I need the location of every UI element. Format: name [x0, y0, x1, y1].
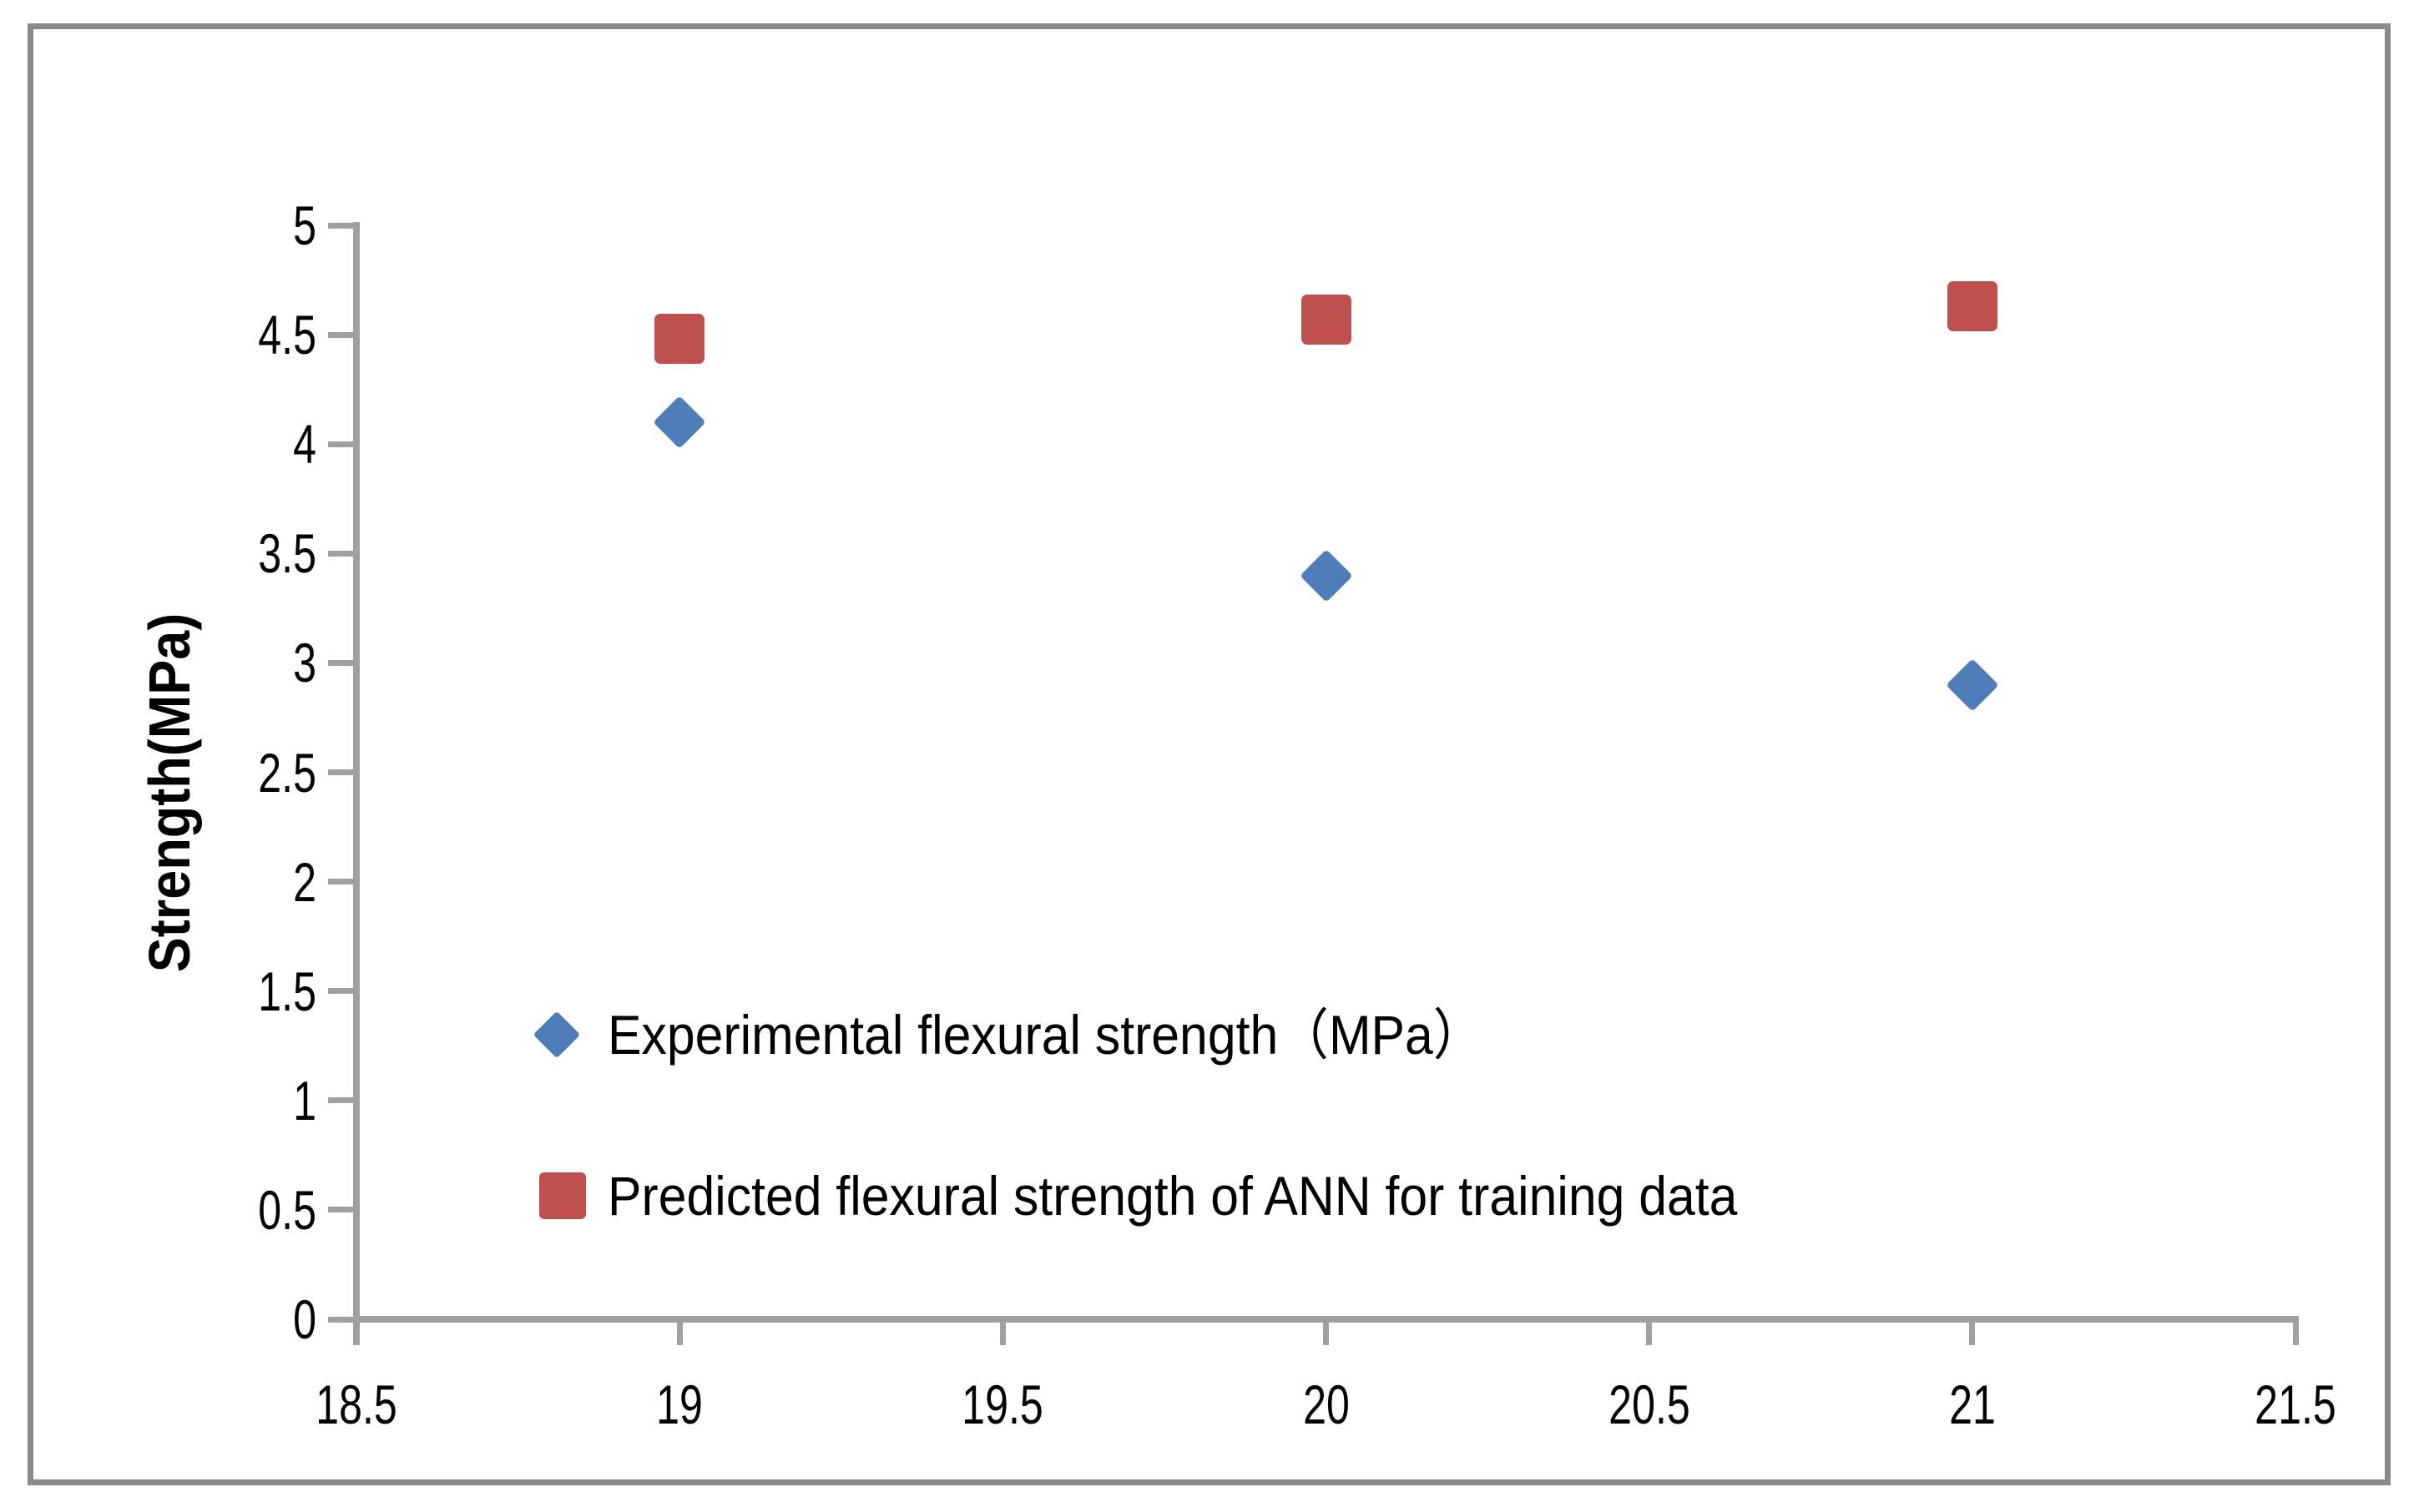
- x-tick: [676, 1319, 683, 1345]
- legend-label-experimental: Experimental flexural strength（MPa）: [608, 1004, 1484, 1066]
- x-tick-label: 19.5: [962, 1373, 1044, 1435]
- y-tick-label: 1: [293, 1069, 316, 1131]
- y-tick: [328, 222, 353, 229]
- y-tick: [328, 769, 353, 775]
- y-axis-line: [353, 222, 360, 1345]
- data-point-square: [1947, 281, 1997, 331]
- y-tick-label: 2: [293, 850, 316, 913]
- x-tick: [2292, 1319, 2299, 1345]
- x-tick-label: 19: [656, 1373, 704, 1435]
- y-tick-label: 4.5: [258, 304, 316, 366]
- x-tick: [999, 1319, 1006, 1345]
- y-tick-label: 0.5: [258, 1178, 316, 1241]
- x-tick: [1646, 1319, 1653, 1345]
- chart-frame: [28, 23, 2391, 1485]
- y-tick: [328, 550, 353, 557]
- x-tick: [1323, 1319, 1329, 1345]
- y-tick: [328, 988, 353, 995]
- y-tick-label: 3: [293, 632, 316, 694]
- y-tick: [328, 331, 353, 338]
- y-tick: [328, 1316, 353, 1323]
- y-tick-label: 0: [293, 1288, 316, 1350]
- legend-label-predicted: Predicted flexural strength of ANN for t…: [608, 1165, 1738, 1227]
- x-tick-label: 21.5: [2255, 1373, 2336, 1435]
- y-tick: [328, 441, 353, 447]
- data-point-square: [1300, 294, 1351, 345]
- x-tick-label: 20: [1302, 1373, 1350, 1435]
- data-point-square: [654, 314, 705, 365]
- x-tick: [1969, 1319, 1976, 1345]
- y-tick-label: 5: [293, 194, 316, 256]
- y-tick-label: 4: [293, 413, 316, 476]
- x-tick-label: 21: [1948, 1373, 1996, 1435]
- y-tick: [328, 1097, 353, 1104]
- x-tick-label: 18.5: [316, 1373, 397, 1435]
- x-tick-label: 20.5: [1608, 1373, 1690, 1435]
- y-tick: [328, 1207, 353, 1213]
- y-tick-label: 1.5: [258, 960, 316, 1022]
- x-tick: [353, 1319, 360, 1345]
- y-tick: [328, 879, 353, 885]
- square-marker-icon: [539, 1172, 586, 1219]
- y-tick: [328, 659, 353, 666]
- y-tick-label: 2.5: [258, 741, 316, 804]
- y-tick-label: 3.5: [258, 522, 316, 585]
